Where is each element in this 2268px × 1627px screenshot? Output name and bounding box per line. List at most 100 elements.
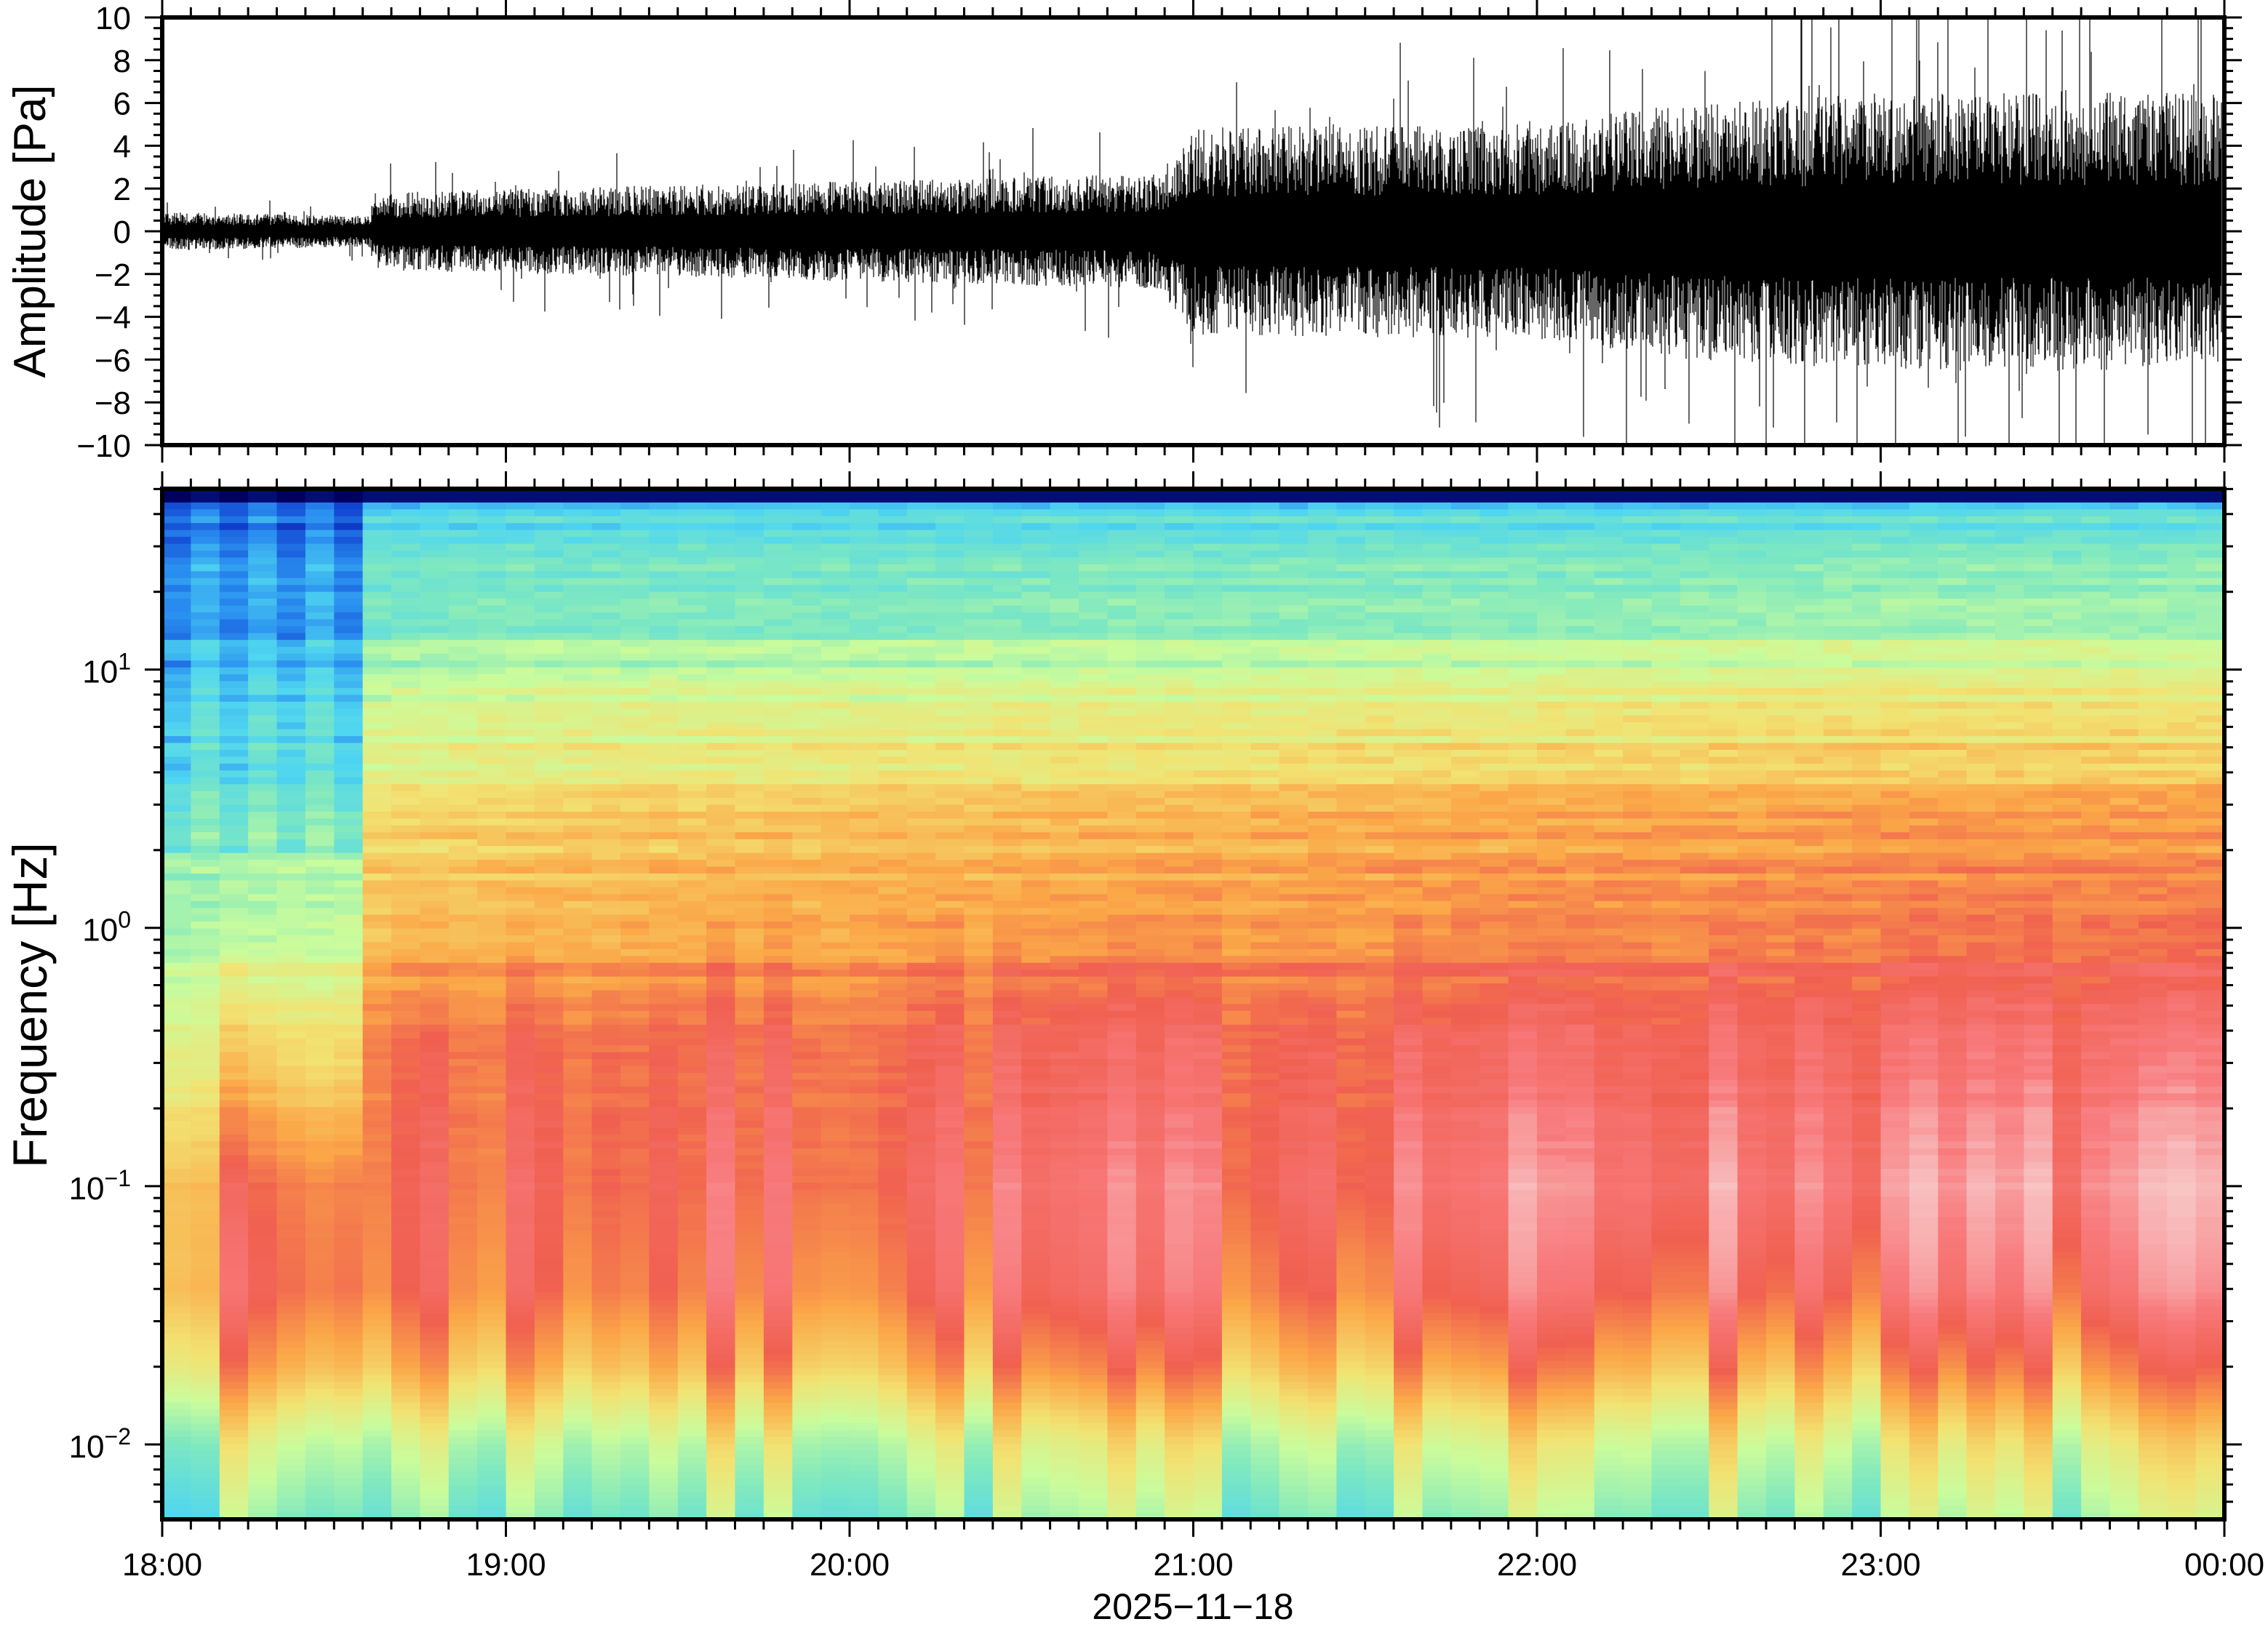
spectrogram-cell: [763, 564, 793, 572]
spectrogram-cell: [420, 1107, 450, 1115]
spectrogram-cell: [1079, 736, 1108, 744]
spectrogram-cell: [534, 1231, 564, 1239]
spectrogram-cell: [191, 1121, 220, 1129]
spectrogram-cell: [391, 1231, 420, 1239]
spectrogram-cell: [820, 1010, 850, 1018]
spectrogram-cell: [1079, 1430, 1108, 1438]
spectrogram-cell: [992, 1436, 1022, 1444]
spectrogram-cell: [620, 928, 650, 936]
spectrogram-cell: [1107, 756, 1137, 764]
spectrogram-cell: [735, 983, 764, 991]
spectrogram-cell: [677, 1320, 707, 1327]
spectrogram-cell: [563, 529, 593, 537]
spectrogram-cell: [191, 1251, 220, 1259]
spectrogram-cell: [964, 1038, 994, 1046]
spectrogram-cell: [219, 1107, 249, 1115]
spectrogram-cell: [964, 908, 994, 916]
spectrogram-cell: [1079, 551, 1108, 558]
spectrogram-cell: [763, 1498, 793, 1506]
spectrogram-cell: [850, 1059, 879, 1067]
spectrogram-cell: [906, 585, 936, 593]
spectrogram-cell: [964, 894, 994, 902]
spectrogram-cell: [191, 1237, 220, 1245]
spectrogram-cell: [362, 647, 392, 655]
spectrogram-cell: [1050, 1258, 1079, 1266]
spectrogram-cell: [850, 852, 879, 860]
spectrogram-cell: [248, 908, 278, 916]
spectrogram-cell: [448, 866, 478, 874]
spectrogram-cell: [448, 839, 478, 847]
spectrogram-cell: [563, 1320, 593, 1327]
spectrogram-cell: [1021, 674, 1051, 682]
spectrogram-cell: [334, 908, 364, 916]
spectrogram-cell: [1079, 1498, 1108, 1506]
spectrogram-cell: [935, 894, 965, 902]
spectrogram-cell: [706, 1430, 736, 1438]
spectrogram-cell: [649, 1038, 679, 1046]
spectrogram-cell: [334, 564, 364, 572]
spectrogram-cell: [878, 605, 908, 613]
spectrogram-cell: [591, 1244, 621, 1252]
spectrogram-cell: [850, 585, 879, 593]
spectrogram-cell: [850, 770, 879, 778]
spectrogram-cell: [362, 1121, 392, 1129]
spectrogram-cell: [1050, 1079, 1079, 1087]
spectrogram-cell: [706, 1265, 736, 1273]
spectrogram-cell: [506, 1299, 535, 1307]
spectrogram-cell: [391, 625, 420, 633]
spectrogram-cell: [1079, 695, 1108, 703]
spectrogram-cell: [534, 914, 564, 922]
spectrogram-cell: [906, 1299, 936, 1307]
spectrogram-cell: [677, 777, 707, 785]
spectrogram-cell: [1021, 1031, 1051, 1039]
spectrogram-cell: [792, 537, 822, 545]
spectrogram-cell: [305, 502, 335, 510]
spectrogram-cell: [964, 1010, 994, 1018]
spectrogram-cell: [506, 914, 535, 922]
spectrogram-cell: [677, 1031, 707, 1039]
spectrogram-cell: [706, 1038, 736, 1046]
spectrogram-cell: [964, 1382, 994, 1390]
spectrogram-cell: [792, 681, 822, 689]
spectrogram-cell: [735, 804, 764, 812]
spectrogram-cell: [534, 1340, 564, 1348]
spectrogram-cell: [1050, 1320, 1079, 1327]
spectrogram-cell: [477, 502, 507, 510]
spectrogram-cell: [305, 537, 335, 545]
spectrogram-cell: [763, 1388, 793, 1396]
spectrogram-cell: [448, 1024, 478, 1032]
spectrogram-cell: [391, 1333, 420, 1341]
spectrogram-cell: [420, 852, 450, 860]
spectrogram-cell: [935, 1141, 965, 1149]
spectrogram-cell: [935, 1409, 965, 1417]
spectrogram-cell: [591, 812, 621, 819]
spectrogram-cell: [735, 956, 764, 964]
spectrogram-cell: [878, 1265, 908, 1273]
spectrogram-cell: [706, 681, 736, 689]
spectrogram-cell: [992, 1258, 1022, 1266]
spectrogram-cell: [334, 1127, 364, 1135]
spectrogram-cell: [906, 1333, 936, 1341]
spectrogram-cell: [649, 1484, 679, 1492]
spectrogram-cell: [248, 502, 278, 510]
spectrogram-cell: [248, 1175, 278, 1183]
spectrogram-cell: [935, 784, 965, 792]
spectrogram-cell: [191, 591, 220, 599]
spectrogram-cell: [591, 1155, 621, 1163]
spectrogram-cell: [649, 1416, 679, 1424]
spectrogram-cell: [677, 804, 707, 812]
spectrogram-cell: [992, 1402, 1022, 1410]
spectrogram-cell: [850, 874, 879, 881]
spectrogram-cell: [935, 619, 965, 627]
spectrogram-cell: [792, 1265, 822, 1273]
spectrogram-cell: [878, 633, 908, 641]
spectrogram-cell: [935, 1059, 965, 1067]
spectrogram-cell: [506, 1444, 535, 1452]
spectrogram-cell: [191, 784, 220, 792]
spectrogram-cell: [219, 1231, 249, 1239]
spectrogram-cell: [334, 922, 364, 930]
spectrogram-cell: [448, 928, 478, 936]
spectrogram-cell: [362, 1375, 392, 1383]
spectrogram-cell: [620, 537, 650, 545]
spectrogram-cell: [735, 1292, 764, 1300]
